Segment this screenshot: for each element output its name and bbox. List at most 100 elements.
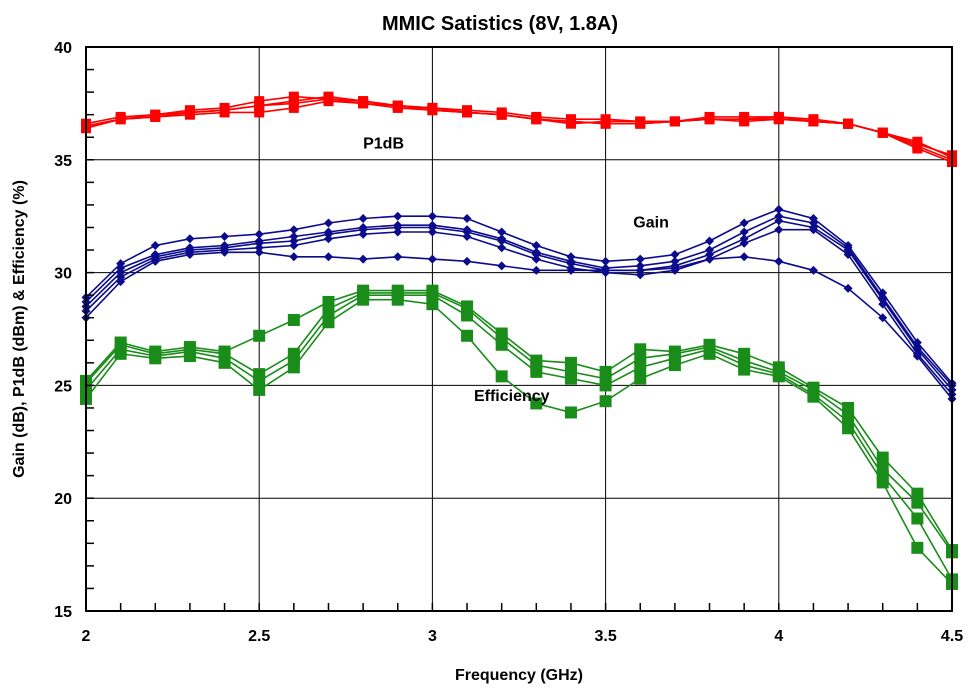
data-point (289, 236, 299, 246)
data-point (705, 245, 715, 255)
data-point (600, 118, 611, 129)
data-point (391, 284, 404, 297)
series-line (85, 215, 953, 386)
data-point (774, 216, 784, 226)
data-point (876, 451, 889, 464)
data-point (427, 254, 437, 264)
data-point (462, 107, 473, 118)
data-point (497, 243, 507, 253)
annotation-efficiency: Efficiency (474, 388, 550, 405)
data-point (392, 100, 403, 111)
data-point (843, 118, 854, 129)
grid (85, 46, 953, 612)
data-point (876, 462, 889, 475)
y-tick-label: 35 (54, 153, 72, 170)
data-point (634, 372, 647, 385)
y-tick-labels: 15 20 25 30 35 40 (54, 40, 72, 621)
data-point (393, 227, 403, 237)
data-point (705, 236, 715, 246)
data-point (218, 345, 231, 358)
data-point (635, 261, 645, 271)
data-point (254, 107, 265, 118)
data-point (253, 368, 266, 381)
data-point (739, 218, 749, 228)
data-point (670, 256, 680, 266)
data-point (601, 256, 611, 266)
data-point (808, 265, 818, 275)
data-point (774, 256, 784, 266)
data-point (565, 116, 576, 127)
data-point (427, 227, 437, 237)
data-point (530, 354, 543, 367)
series-line (85, 289, 953, 551)
series-line (85, 95, 953, 159)
data-point (877, 127, 888, 138)
data-point (287, 347, 300, 360)
data-point (184, 107, 195, 118)
data-point (427, 102, 438, 113)
data-point (911, 512, 924, 525)
data-point (462, 232, 472, 242)
series-layer (80, 91, 958, 590)
data-point (462, 213, 472, 223)
data-point (288, 96, 299, 107)
data-point (774, 211, 784, 221)
data-point (807, 381, 820, 394)
data-point (669, 116, 680, 127)
data-point (289, 225, 299, 235)
y-tick-label: 25 (54, 378, 72, 395)
data-point (357, 284, 370, 297)
data-point (358, 229, 368, 239)
series-line (85, 292, 953, 553)
data-point (670, 265, 680, 275)
data-point (670, 261, 680, 271)
data-point (254, 243, 264, 253)
data-point (531, 241, 541, 251)
data-point (393, 252, 403, 262)
data-point (323, 218, 333, 228)
data-point (564, 365, 577, 378)
x-tick-label: 2.5 (248, 628, 270, 645)
y-axis-label: Gain (dB), P1dB (dBm) & Efficiency (%) (11, 180, 28, 478)
axis-ticks (85, 46, 953, 612)
data-point (739, 252, 749, 262)
data-point (289, 241, 299, 251)
x-axis-label: Frequency (GHz) (455, 667, 583, 684)
data-point (254, 247, 264, 257)
data-point (670, 250, 680, 260)
chart-title: MMIC Satistics (8V, 1.8A) (382, 13, 618, 35)
series-line (85, 228, 953, 395)
data-point (843, 241, 853, 251)
data-point (254, 100, 265, 111)
data-point (323, 252, 333, 262)
data-point (843, 283, 853, 293)
data-point (323, 91, 334, 102)
x-tick-label: 3.5 (594, 628, 616, 645)
data-point (358, 96, 369, 107)
data-point (635, 254, 645, 264)
data-point (531, 254, 541, 264)
data-point (150, 250, 160, 260)
data-point (634, 352, 647, 365)
data-point (808, 213, 818, 223)
y-tick-label: 30 (54, 266, 72, 283)
x-tick-label: 4 (774, 628, 783, 645)
series-line (85, 95, 953, 157)
data-point (704, 114, 715, 125)
data-point (566, 252, 576, 262)
annotation-gain: Gain (633, 214, 669, 231)
data-point (358, 254, 368, 264)
data-point (185, 243, 195, 253)
data-point (703, 338, 716, 351)
data-point (566, 263, 576, 273)
data-point (634, 343, 647, 356)
x-tick-label: 2 (82, 628, 91, 645)
data-point (531, 247, 541, 257)
data-point (739, 234, 749, 244)
data-point (497, 261, 507, 271)
data-point (564, 406, 577, 419)
data-point (393, 220, 403, 230)
data-point (878, 313, 888, 323)
data-point (635, 118, 646, 129)
data-point (462, 225, 472, 235)
